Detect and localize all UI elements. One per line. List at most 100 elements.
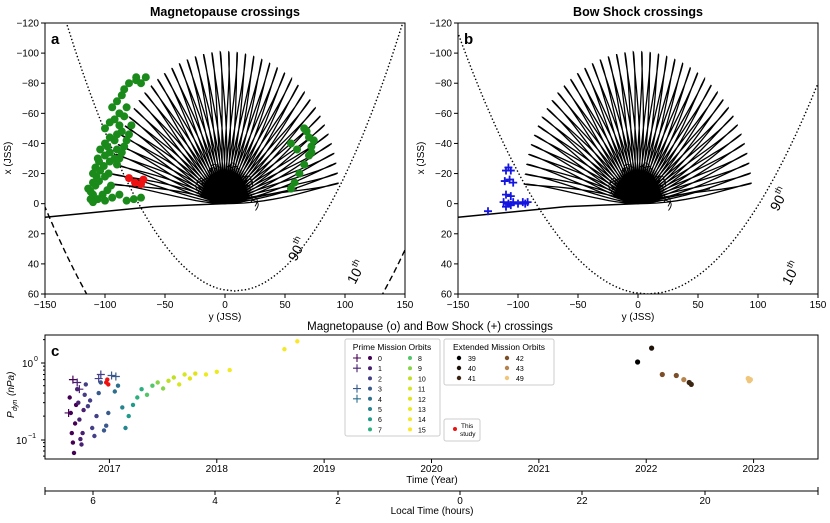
magnetopause-90th-boundary	[65, 23, 404, 292]
bowshock-point	[94, 374, 103, 383]
y-tick-label: −100	[16, 49, 39, 60]
y-tick-label: 60	[28, 290, 40, 301]
magnetopause-crossing-point	[91, 163, 100, 172]
extended-legend: Extended Mission Orbits 39 40 41 42 43 49	[443, 338, 555, 386]
y-tick-label: −80	[22, 79, 39, 90]
bowshock-crossing-point	[509, 178, 518, 187]
local-time-tick-label: 20	[699, 496, 711, 507]
svg-text:th: th	[290, 234, 302, 245]
prime-legend-marker	[368, 356, 372, 360]
magnetopause-point-late	[227, 367, 232, 373]
magnetopause-point-early	[71, 450, 77, 456]
svg-text:90: 90	[285, 242, 307, 263]
extended-mission-point	[635, 359, 641, 365]
prime-legend-label: 14	[418, 417, 426, 424]
prime-legend-marker	[408, 417, 412, 422]
magnetopause-crossing-point	[122, 136, 131, 145]
magnetopause-crossing-point	[96, 145, 105, 154]
extended-legend-label: 39	[468, 356, 476, 363]
svg-text:th: th	[784, 258, 796, 269]
y-tick-label: −60	[435, 109, 452, 120]
prime-legend-marker	[408, 396, 412, 401]
magnetopause-crossing-point	[307, 148, 316, 157]
panel-c: Magnetopause (o) and Bow Shock (+) cross…	[6, 321, 819, 517]
prime-legend-plus-marker	[353, 354, 361, 362]
magnetopause-point-late	[214, 369, 219, 374]
magnetopause-point-late	[203, 372, 209, 377]
magnetopause-point-early	[78, 436, 83, 442]
bowshock-point	[75, 385, 84, 394]
panel-c-minor-ticks	[43, 339, 45, 457]
magnetopause-point-late	[126, 413, 131, 419]
x-tick-label: 100	[750, 300, 767, 311]
magnetopause-point-early	[76, 400, 81, 405]
prime-legend-label: 9	[418, 366, 422, 373]
magnetopause-crossing-point	[287, 184, 295, 193]
prime-legend: Prime Mission Orbits 0123456789101112131…	[344, 338, 441, 437]
magnetopause-crossing-point	[120, 142, 129, 151]
magnetopause-point-late	[295, 339, 300, 344]
panel-c-title: Magnetopause (o) and Bow Shock (+) cross…	[307, 321, 553, 333]
prime-legend-plus-marker	[353, 384, 361, 393]
bowshock-crossing-point	[502, 190, 510, 199]
magnetopause-crossing-point	[122, 196, 131, 205]
panel-c-xlabel: Time (Year)	[406, 475, 458, 486]
panel-b: −150 −100 −50 0 50 100 150−120−100−80−60−40−20…	[416, 5, 827, 323]
bowshock-crossing-point	[484, 207, 492, 216]
magnetopause-point-early	[72, 421, 78, 426]
bowshock-point	[96, 370, 105, 379]
magnetopause-point-late	[139, 387, 144, 392]
y-tick-label: −120	[429, 19, 452, 30]
prime-legend-label: 2	[378, 376, 382, 383]
panel-c-points	[64, 339, 754, 456]
prime-legend-marker	[368, 376, 372, 381]
magnetopause-crossing-point	[129, 195, 138, 204]
extended-mission-point	[649, 345, 655, 351]
magnetopause-crossing-point	[307, 142, 316, 151]
magnetopause-point-early	[77, 417, 82, 422]
extended-legend-label: 49	[516, 376, 524, 383]
bowshock-crossing-point	[523, 198, 532, 207]
svg-text:10: 10	[344, 265, 366, 286]
panel-c-ytick-01: 10 −1	[16, 433, 45, 447]
magnetopause-crossing-point	[115, 154, 124, 163]
magnetopause-crossing-point	[293, 145, 301, 154]
x-tick-label: 0	[222, 300, 228, 311]
this-study-legend-label-1: This	[461, 423, 474, 430]
magnetopause-crossing-point	[117, 91, 126, 100]
juno-inner-core	[195, 162, 259, 211]
prime-legend-label: 6	[378, 417, 382, 424]
magnetopause-crossing-point	[115, 190, 124, 199]
this-study-crossing-point	[131, 178, 139, 187]
panel-b-annot-10th: 10 th	[779, 258, 801, 287]
magnetopause-point-late	[193, 371, 198, 376]
y-tick-label: −100	[429, 49, 452, 60]
magnetopause-crossing-point	[89, 169, 97, 178]
bowshock-crossing-point	[506, 201, 515, 210]
panel-b-annot-90th: 90 th	[767, 184, 789, 213]
magnetopause-point-late	[150, 383, 155, 388]
magnetopause-point-early	[85, 404, 91, 409]
magnetopause-crossing-point	[113, 97, 121, 106]
year-tick-label: 2023	[742, 464, 765, 475]
bowshock-crossing-point	[506, 166, 515, 175]
extended-legend-label: 43	[516, 366, 524, 373]
local-time-tick-label: 22	[576, 496, 588, 507]
magnetopause-crossing-point	[305, 133, 313, 142]
panel-b-xlabel: y (JSS)	[622, 312, 655, 323]
bowshock-crossing-point	[514, 199, 522, 208]
this-study-point	[105, 377, 110, 382]
magnetopause-point-late	[120, 405, 125, 410]
year-tick-label: 2018	[206, 464, 229, 475]
extended-legend-items: 39 40 41 42 43 49	[456, 355, 524, 383]
magnetopause-crossing-point	[113, 160, 121, 169]
svg-text:10: 10	[779, 266, 801, 287]
magnetopause-crossing-point	[117, 148, 126, 157]
bowshock-point	[107, 371, 116, 380]
magnetopause-crossing-point	[290, 178, 299, 187]
x-tick-label: −150	[34, 300, 57, 311]
extended-legend-marker	[504, 375, 510, 381]
magnetopause-point-early	[90, 425, 95, 431]
magnetopause-point-late	[123, 425, 128, 431]
this-study-crossing-point	[139, 175, 148, 184]
